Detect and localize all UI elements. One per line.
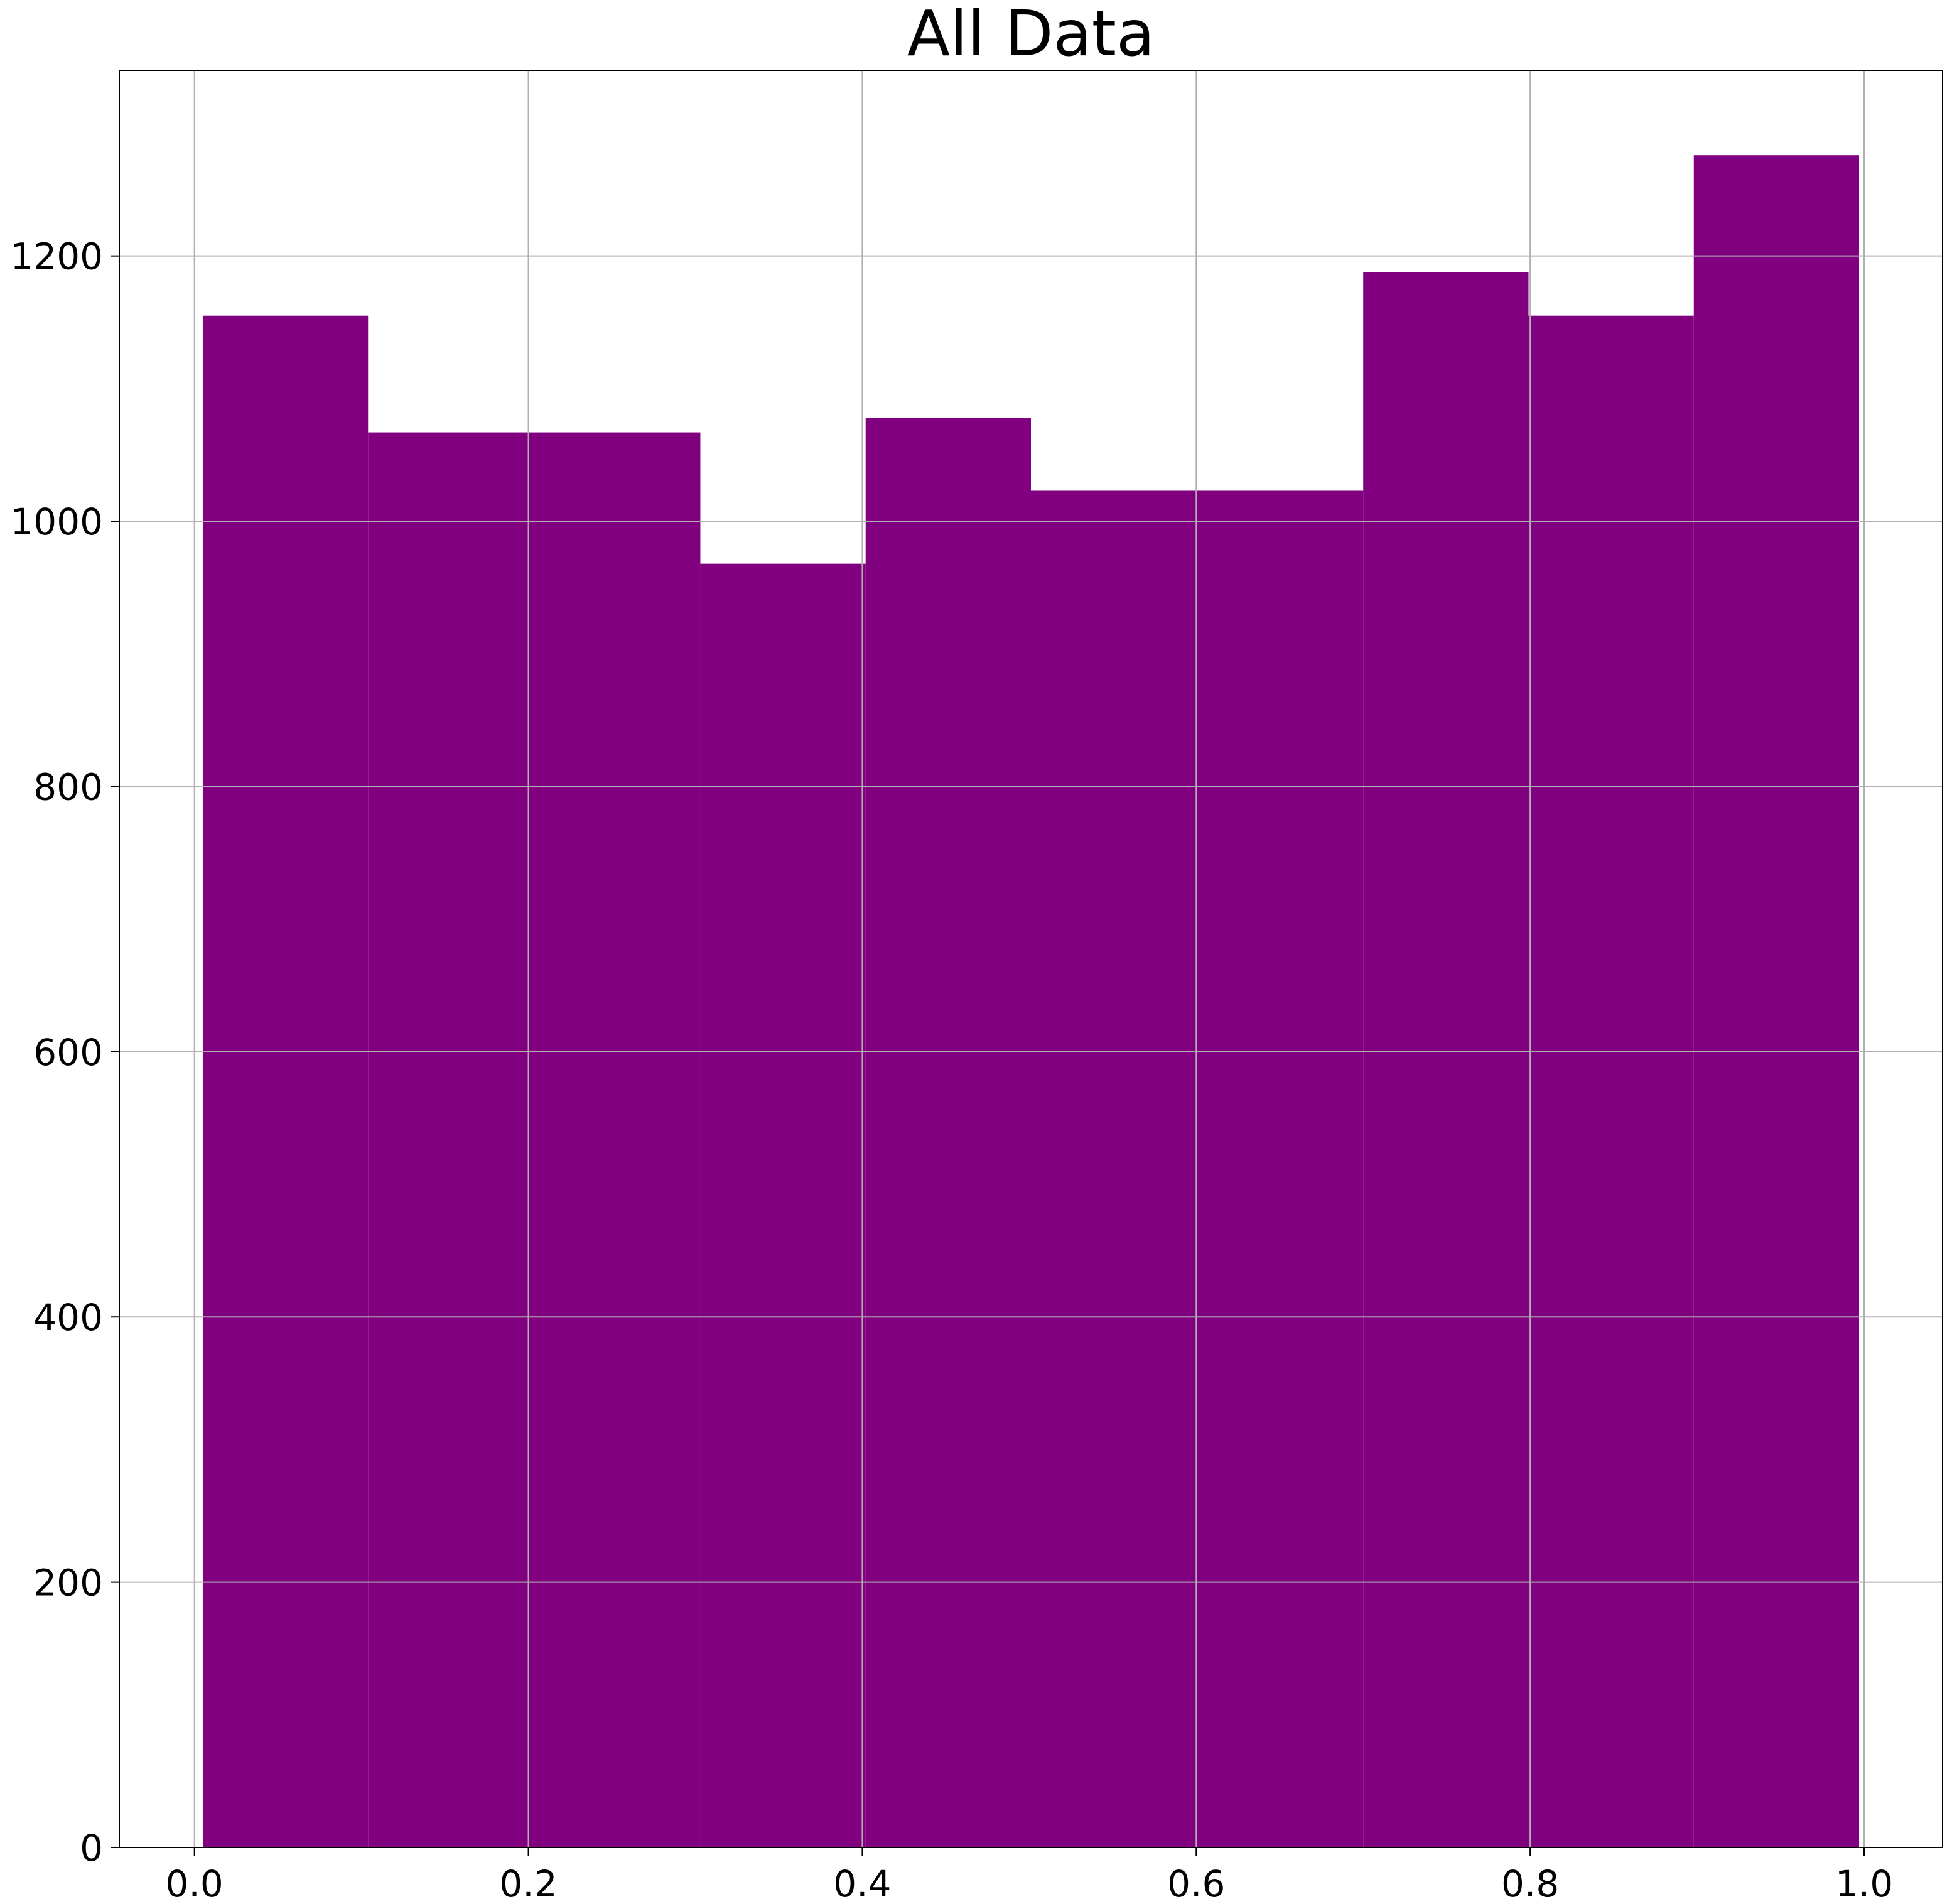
histogram-bar-6 <box>1196 490 1364 1847</box>
y-axis-ticks: 0 200 400 600 800 1000 1200 <box>10 235 119 1869</box>
histogram-bar-7 <box>1363 272 1529 1848</box>
x-tick-label: 0.6 <box>1167 1863 1225 1904</box>
y-tick-label: 1200 <box>10 235 103 278</box>
histogram-bar-4 <box>865 418 1031 1847</box>
x-tick-label: 0.4 <box>833 1863 891 1904</box>
plot-frame <box>119 70 1943 1848</box>
histogram-bar-2 <box>533 432 701 1848</box>
chart-title: All Data <box>907 0 1155 70</box>
x-tick-label: 0.8 <box>1501 1863 1559 1904</box>
histogram-bar-5 <box>1031 490 1197 1847</box>
x-tick-label: 1.0 <box>1835 1863 1893 1904</box>
y-tick-label: 200 <box>33 1562 103 1604</box>
y-tick-label: 400 <box>33 1296 103 1339</box>
histogram-bar-3 <box>700 563 866 1847</box>
histogram-bar-9 <box>1693 155 1860 1848</box>
y-tick-label: 1000 <box>10 500 103 543</box>
histogram-bars <box>202 155 1860 1848</box>
histogram-bar-1 <box>368 432 534 1848</box>
x-tick-label: 0.2 <box>499 1863 557 1904</box>
grid-overlay <box>119 70 1943 1848</box>
y-tick-label: 0 <box>80 1827 103 1869</box>
y-tick-label: 800 <box>33 765 103 808</box>
x-axis-ticks: 0.0 0.2 0.4 0.6 0.8 1.0 <box>166 1847 1893 1904</box>
histogram-bar-0 <box>202 315 369 1847</box>
x-tick-label: 0.0 <box>166 1863 224 1904</box>
y-tick-label: 600 <box>33 1031 103 1074</box>
axes <box>119 70 1943 1848</box>
histogram-bar-8 <box>1528 315 1694 1847</box>
